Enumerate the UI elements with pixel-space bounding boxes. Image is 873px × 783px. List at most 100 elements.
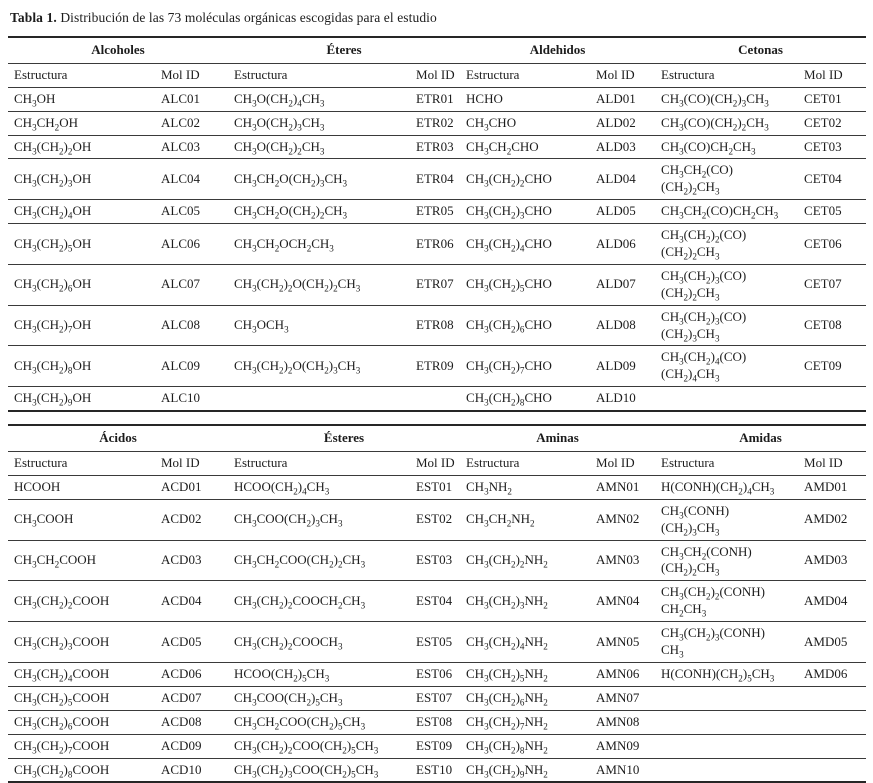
table-body-bottom: Ácidos Ésteres Aminas Amidas Estructura Mol I… xyxy=(8,425,867,782)
mol-id-cell: EST03 xyxy=(410,540,461,582)
group-header: Amidas xyxy=(655,425,867,453)
mol-id-cell: ALC05 xyxy=(155,199,229,225)
table-row: CH3CH2COOH ACD03 CH3CH2COO(CH2)2CH3 EST03 CH… xyxy=(8,540,867,582)
structure-cell: CH3COO(CH2)5CH3 xyxy=(228,686,410,711)
mol-id-cell: AMN05 xyxy=(590,621,656,663)
mol-id-cell: ACD06 xyxy=(155,662,228,687)
structure-cell: CH3O(CH2)3CH3 xyxy=(228,111,411,136)
mol-id-cell: ACD09 xyxy=(155,734,228,759)
structure-cell: CH3CH2CHO xyxy=(460,135,591,160)
structure-cell: CH3(CH2)8COOH xyxy=(14,761,110,780)
column-header-mol-id: Mol ID xyxy=(590,63,656,88)
structure-cell: CH3CH2(CO)CH2CH3 xyxy=(655,199,799,225)
mol-id-cell: ALD05 xyxy=(590,199,656,225)
table-row: CH3OH ALC01 CH3O(CH2)4CH3 ETR01 HCHO ALD01 CH3… xyxy=(8,87,867,112)
group-header: Ácidos xyxy=(8,425,228,453)
mol-id-cell: EST05 xyxy=(410,621,461,663)
column-header-estructura: Estructura xyxy=(655,63,799,88)
mol-id-cell: ACD08 xyxy=(155,710,228,735)
structure-cell: HCOO(CH2)4CH3 xyxy=(228,475,410,500)
structure-cell: CH3(CH2)8NH2 xyxy=(460,734,591,759)
mol-id-cell: CET09 xyxy=(798,345,867,388)
mol-id-cell: ETR02 xyxy=(410,111,461,136)
mol-id-cell: AMD01 xyxy=(798,475,867,500)
mol-id-cell: ALD10 xyxy=(596,390,636,406)
mol-id-cell: ALD08 xyxy=(590,305,656,347)
structure-cell: CH3(CH2)8CHO xyxy=(466,390,552,408)
structure-cell: CH3(CH2)5CHO xyxy=(460,264,591,306)
structure-cell: CH3CH2COOH xyxy=(8,540,155,582)
table-row: CH3(CH2)2COOH ACD04 CH3(CH2)2COOCH2CH3 EST0… xyxy=(8,580,867,623)
group-header: Cetonas xyxy=(655,37,867,64)
structure-cell: CH3(CH2)2CHO xyxy=(460,158,591,201)
table-row: CH3CH2OH ALC02 CH3O(CH2)3CH3 ETR02 CH3CHO ALD… xyxy=(8,111,867,136)
table-row: HCOOH ACD01 HCOO(CH2)4CH3 EST01 CH3NH2 AMN01 H… xyxy=(8,475,867,500)
table-row: CH3(CH2)7OH ALC08 CH3OCH3 ETR08 CH3(CH2)6CHO… xyxy=(8,305,867,347)
column-header-mol-id: Mol ID xyxy=(410,451,461,476)
table-row: CH3(CH2)7COOH ACD09 CH3(CH2)2COO(CH2)5CH3 E… xyxy=(8,734,867,759)
mol-id-cell: AMN01 xyxy=(590,475,656,500)
mol-id-cell: AMN06 xyxy=(590,662,656,687)
mol-id-cell: ALC03 xyxy=(155,135,229,160)
mol-id-cell xyxy=(798,734,867,759)
mol-id-cell: ALC08 xyxy=(155,305,229,347)
structure-cell xyxy=(655,686,799,711)
mol-id-cell: ALD01 xyxy=(590,87,656,112)
structure-cell: CH3(CH2)4OH xyxy=(8,199,155,225)
mol-id-cell: ETR05 xyxy=(410,199,461,225)
structure-cell: CH3(CH2)7COOH xyxy=(8,734,155,759)
mol-id-cell: ACD05 xyxy=(155,621,228,663)
structure-cell: CH3CH2NH2 xyxy=(460,499,591,541)
mol-id-cell xyxy=(798,387,866,411)
mol-id-cell: AMN08 xyxy=(590,710,656,735)
mol-id-cell: CET06 xyxy=(798,223,867,265)
structure-cell xyxy=(655,734,799,759)
table-title-text: Distribución de las 73 moléculas orgánic… xyxy=(60,10,437,25)
structure-cell: CH3O(CH2)4CH3 xyxy=(228,87,411,112)
column-header-estructura: Estructura xyxy=(655,451,799,476)
structure-cell: CH3(CH2)3(CONH) CH3 xyxy=(655,621,799,663)
structure-cell: CH3(CH2)6OH xyxy=(8,264,155,306)
structure-cell: CH3(CH2)5OH xyxy=(8,223,155,265)
mol-id-cell: ETR08 xyxy=(410,305,461,347)
table-title-label: Tabla 1. xyxy=(10,10,57,25)
mol-id-cell xyxy=(798,758,866,782)
mol-id-cell: ETR07 xyxy=(410,264,461,306)
mol-id-cell: ACD10 xyxy=(161,761,202,777)
column-header-mol-id: Mol ID xyxy=(155,63,229,88)
mol-id-cell: EST10 xyxy=(416,761,453,777)
structure-cell xyxy=(655,758,798,782)
mol-id-cell: ETR03 xyxy=(410,135,461,160)
structure-cell: CH3(CH2)8OH xyxy=(8,345,155,388)
structure-cell: CH3(CH2)2COOH xyxy=(8,580,155,623)
mol-id-cell: CET08 xyxy=(798,305,867,347)
mol-id-cell: ALD06 xyxy=(590,223,656,265)
mol-id-cell: EST06 xyxy=(410,662,461,687)
structure-cell: CH3NH2 xyxy=(460,475,591,500)
structure-cell xyxy=(228,387,410,411)
mol-id-cell: ACD07 xyxy=(155,686,228,711)
mol-id-cell: CET02 xyxy=(798,111,867,136)
structure-cell: CH3CH2O(CH2)2CH3 xyxy=(228,199,411,225)
table-body-top: Alcoholes Éteres Aldehidos Cetonas Estructur… xyxy=(8,37,867,411)
mol-id-cell: AMD05 xyxy=(798,621,867,663)
structure-cell: CH3(CH2)2(CO) (CH2)2CH3 xyxy=(655,223,799,265)
structure-cell: CH3(CH2)3(CO) (CH2)2CH3 xyxy=(655,264,799,306)
structure-cell: CH3(CH2)2O(CH2)3CH3 xyxy=(228,345,411,388)
structure-cell: CH3CH2OCH2CH3 xyxy=(228,223,411,265)
table-row: CH3(CH2)4OH ALC05 CH3CH2O(CH2)2CH3 ETR05 CH3… xyxy=(8,199,867,225)
table-row: CH3(CH2)3COOH ACD05 CH3(CH2)2COOCH3 EST05 CH… xyxy=(8,621,867,663)
mol-id-cell: EST07 xyxy=(410,686,461,711)
structure-cell: CH3(CH2)5COOH xyxy=(8,686,155,711)
structure-cell: CH3CH2(CONH) (CH2)2CH3 xyxy=(655,540,799,582)
mol-id-cell: AMN03 xyxy=(590,540,656,582)
mol-id-cell: EST04 xyxy=(410,580,461,623)
structure-cell: CH3(CH2)3OH xyxy=(8,158,155,201)
structure-cell xyxy=(655,710,799,735)
table-row: CH3(CH2)6COOH ACD08 CH3CH2COO(CH2)5CH3 EST0… xyxy=(8,710,867,735)
structure-cell: CH3(CH2)3NH2 xyxy=(460,580,591,623)
mol-id-cell: AMN10 xyxy=(596,761,640,777)
structure-cell: CH3CH2COO(CH2)5CH3 xyxy=(228,710,410,735)
structure-cell: CH3(CH2)3COO(CH2)5CH3 xyxy=(234,761,379,780)
